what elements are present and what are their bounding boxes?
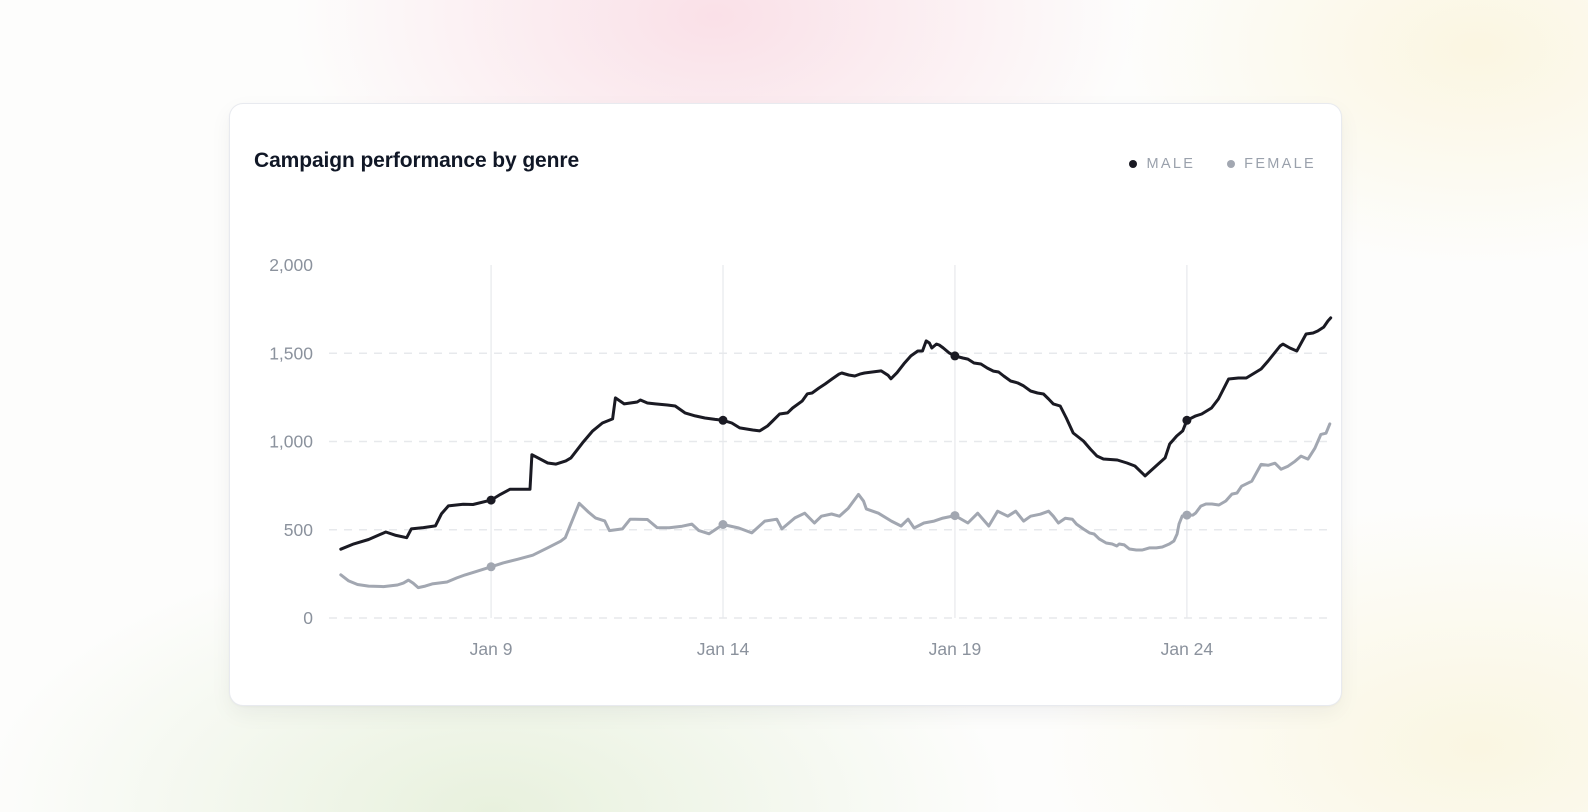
y-axis-tick-label: 2,000: [269, 255, 313, 275]
series-line-female: [339, 422, 1332, 590]
y-axis-tick-label: 1,000: [269, 432, 313, 452]
line-chart-canvas[interactable]: Jan 9 Jan 14 Jan 19 Jan 24 0 500 1,000 1,500 2,0…: [230, 104, 1343, 707]
data-point-marker-male[interactable]: [950, 351, 960, 361]
series-line-male: [339, 316, 1333, 551]
x-axis-tick-label: Jan 19: [929, 639, 982, 659]
x-axis-tick-label: Jan 14: [697, 639, 750, 659]
female-legend-dot-icon: [1227, 160, 1236, 168]
data-point-marker-male[interactable]: [486, 495, 496, 505]
data-point-marker-female[interactable]: [718, 520, 728, 529]
legend-item-male[interactable]: MALE: [1129, 156, 1195, 172]
chart-plot-area[interactable]: Jan 9 Jan 14 Jan 19 Jan 24 0 500 1,000 1,500 2,0…: [230, 104, 1341, 705]
chart-legend: MALE FEMALE: [1129, 156, 1316, 172]
x-axis-tick-label: Jan 9: [470, 639, 513, 659]
data-point-marker-male[interactable]: [1182, 415, 1192, 425]
legend-item-label: FEMALE: [1244, 156, 1316, 172]
legend-item-label: MALE: [1146, 156, 1196, 172]
x-axis-tick-label: Jan 24: [1161, 639, 1214, 659]
male-legend-dot-icon: [1129, 160, 1138, 168]
data-point-marker-male[interactable]: [718, 415, 728, 425]
y-axis-tick-label: 0: [303, 608, 313, 628]
data-point-marker-female[interactable]: [486, 562, 496, 572]
data-point-marker-female[interactable]: [1182, 510, 1192, 520]
y-axis-tick-label: 1,500: [269, 343, 313, 363]
chart-title: Campaign performance by genre: [254, 149, 580, 172]
data-point-marker-female[interactable]: [950, 511, 960, 521]
chart-card: Campaign performance by genre MALE FEMAL…: [229, 103, 1342, 706]
y-axis-tick-label: 500: [284, 520, 313, 540]
legend-item-female[interactable]: FEMALE: [1227, 156, 1316, 172]
